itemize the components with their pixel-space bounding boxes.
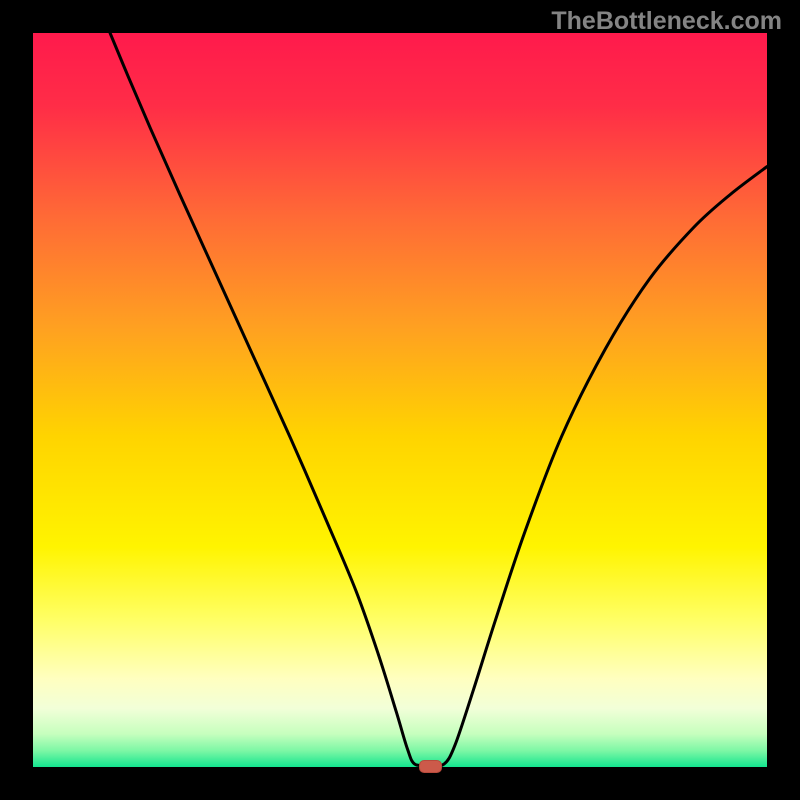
optimal-point-marker	[419, 760, 442, 772]
chart-root: TheBottleneck.com	[0, 0, 800, 800]
watermark-text: TheBottleneck.com	[551, 7, 782, 36]
gradient-plot-area	[33, 33, 767, 767]
